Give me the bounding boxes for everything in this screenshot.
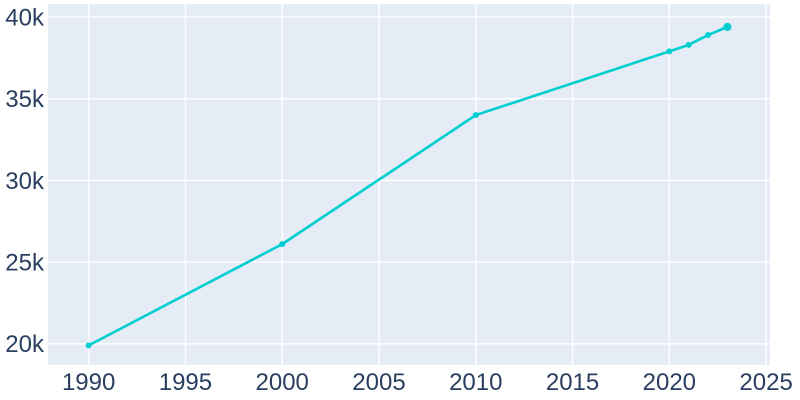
x-tick-label: 1990 xyxy=(62,369,115,396)
y-tick-label: 20k xyxy=(5,331,45,358)
y-tick-label: 40k xyxy=(5,4,45,31)
data-point[interactable] xyxy=(685,41,692,48)
x-tick-label: 2020 xyxy=(643,369,696,396)
x-tick-label: 2000 xyxy=(256,369,309,396)
data-point[interactable] xyxy=(705,32,712,39)
x-tick-label: 1995 xyxy=(159,369,212,396)
x-tick-label: 2010 xyxy=(449,369,502,396)
data-point[interactable] xyxy=(666,48,673,55)
data-point[interactable] xyxy=(472,112,479,119)
y-tick-label: 25k xyxy=(5,249,45,276)
y-tick-label: 30k xyxy=(5,168,45,195)
y-tick-label: 35k xyxy=(5,86,45,113)
data-point[interactable] xyxy=(85,342,92,349)
x-tick-label: 2015 xyxy=(546,369,599,396)
x-tick-label: 2025 xyxy=(739,369,792,396)
data-point[interactable] xyxy=(723,22,732,31)
data-point[interactable] xyxy=(279,241,286,248)
x-tick-label: 2005 xyxy=(352,369,405,396)
